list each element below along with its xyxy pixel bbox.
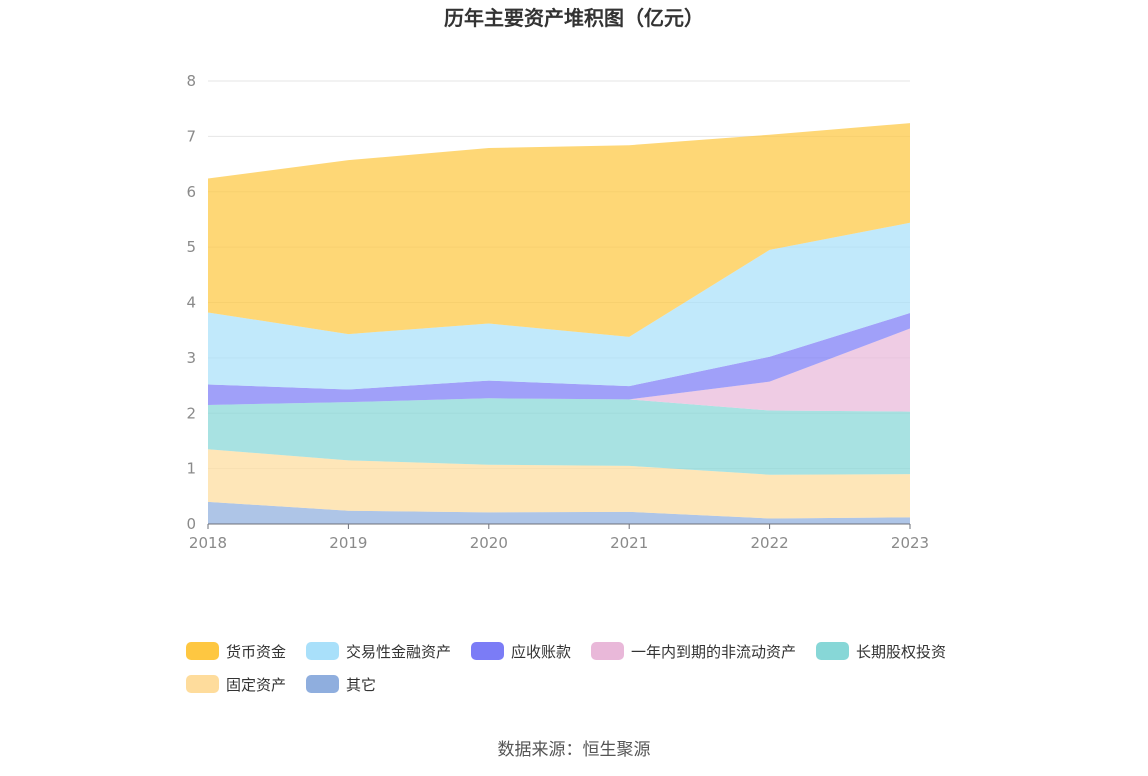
y-tick-label: 1 (186, 460, 196, 478)
legend-item[interactable]: 应收账款 (471, 642, 571, 661)
legend-label: 应收账款 (511, 643, 571, 661)
area-series-2 (208, 398, 910, 475)
legend-label: 固定资产 (226, 676, 286, 694)
x-tick-label: 2022 (751, 534, 789, 552)
y-tick-label: 8 (186, 72, 196, 90)
legend-item[interactable]: 一年内到期的非流动资产 (591, 642, 796, 661)
y-tick-label: 4 (186, 294, 196, 312)
legend-item[interactable]: 长期股权投资 (816, 642, 946, 661)
legend-label: 其它 (346, 676, 376, 694)
y-tick-label: 5 (186, 238, 196, 256)
x-tick-label: 2020 (470, 534, 508, 552)
legend-swatch (471, 642, 504, 660)
legend-swatch (591, 642, 624, 660)
y-tick-label: 3 (186, 349, 196, 367)
legend-item[interactable]: 交易性金融资产 (306, 642, 451, 661)
legend-item[interactable]: 货币资金 (186, 642, 286, 661)
legend-label: 交易性金融资产 (346, 643, 451, 661)
area-series-3 (208, 328, 910, 412)
legend-swatch (816, 642, 849, 660)
area-series-4 (208, 313, 910, 405)
legend-swatch (306, 642, 339, 660)
legend-swatch (186, 642, 219, 660)
legend-item[interactable]: 固定资产 (186, 675, 286, 694)
legend-label: 货币资金 (226, 643, 286, 661)
x-tick-label: 2019 (329, 534, 367, 552)
legend-label: 长期股权投资 (856, 643, 946, 661)
y-tick-label: 2 (186, 404, 196, 422)
area-series-0 (208, 501, 910, 524)
chart-title: 历年主要资产堆积图（亿元） (444, 6, 704, 30)
axis-layer: 0 1 2 3 4 5 6 7 8 2018 2019 2020 2021 2022 2023 (186, 72, 929, 552)
y-tick-label: 7 (186, 127, 196, 145)
y-tick-label: 6 (186, 183, 196, 201)
area-layer (208, 123, 910, 524)
legend-label: 一年内到期的非流动资产 (631, 643, 796, 661)
legend-swatch (306, 675, 339, 693)
legend-swatch (186, 675, 219, 693)
y-tick-label: 0 (186, 515, 196, 533)
x-tick-label: 2018 (189, 534, 227, 552)
x-tick-label: 2023 (891, 534, 929, 552)
data-source-note: 数据来源：恒生聚源 (498, 740, 651, 760)
legend-item[interactable]: 其它 (306, 675, 376, 694)
area-series-5 (208, 222, 910, 390)
area-series-6 (208, 123, 910, 337)
area-series-1 (208, 449, 910, 519)
x-tick-label: 2021 (610, 534, 648, 552)
